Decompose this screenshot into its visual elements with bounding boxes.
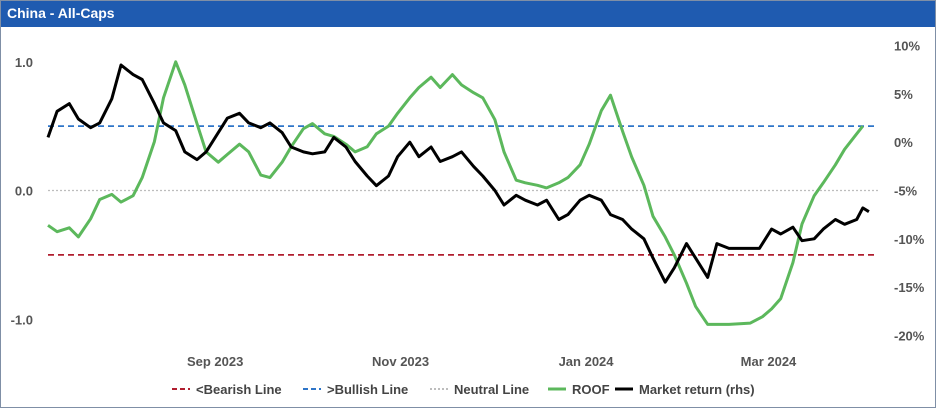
- legend-label-2: Neutral Line: [454, 382, 529, 397]
- y-right-tick-label: -20%: [894, 328, 925, 343]
- y-left-tick-label: 1.0: [15, 55, 33, 70]
- x-tick-label: Jan 2024: [559, 354, 615, 369]
- y-right-tick-label: 10%: [894, 39, 920, 54]
- y-right-tick-label: -10%: [894, 232, 925, 247]
- series-line-1: [46, 63, 870, 284]
- series-line-0: [47, 60, 864, 326]
- y-right-tick-label: 5%: [894, 87, 913, 102]
- y-right-tick-label: -15%: [894, 280, 925, 295]
- legend-label-4: Market return (rhs): [639, 382, 755, 397]
- y-right-tick-label: -5%: [894, 184, 918, 199]
- y-left-tick-label: -1.0: [11, 312, 33, 327]
- legend-label-3: ROOF: [572, 382, 610, 397]
- y-right-tick-label: 0%: [894, 135, 913, 150]
- x-tick-label: Mar 2024: [741, 354, 797, 369]
- x-tick-label: Sep 2023: [187, 354, 243, 369]
- chart-title: China - All-Caps: [7, 5, 115, 21]
- x-tick-label: Nov 2023: [372, 354, 429, 369]
- y-left-tick-label: 0.0: [15, 184, 33, 199]
- legend-label-1: >Bullish Line: [327, 382, 408, 397]
- legend-label-0: <Bearish Line: [196, 382, 282, 397]
- chart-title-bar: China - All-Caps: [1, 1, 935, 27]
